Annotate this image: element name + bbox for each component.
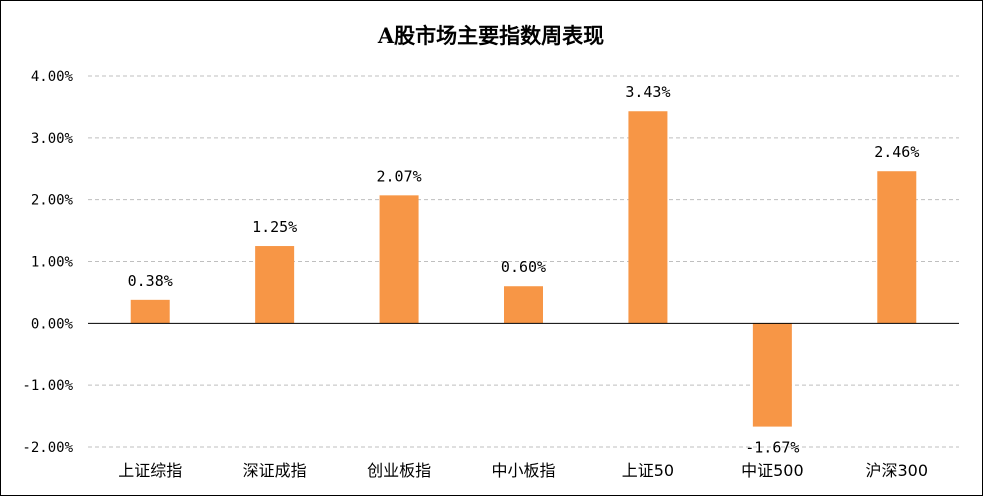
- y-axis-ticks: 4.00% 3.00% 2.00% 1.00% 0.00% -1.00% -2.00%: [22, 69, 73, 456]
- bar: [255, 246, 295, 324]
- x-axis-ticks: 上证综指 深证成指 创业板指 中小板指 上证50 中证500 沪深300: [118, 461, 928, 480]
- data-label: 1.25%: [252, 218, 297, 236]
- y-tick-label: 3.00%: [31, 131, 74, 147]
- bar: [877, 171, 917, 324]
- gridlines: [88, 75, 959, 448]
- data-label: 0.38%: [128, 272, 173, 290]
- x-tick-label: 上证综指: [118, 461, 182, 480]
- data-label: 3.43%: [625, 83, 670, 101]
- bar: [628, 111, 668, 324]
- y-tick-label: -2.00%: [22, 440, 73, 456]
- data-label: 0.60%: [501, 258, 546, 276]
- data-labels: 0.38% 1.25% 2.07% 0.60% 3.43% -1.67% 2.46%: [128, 83, 920, 456]
- data-label: 2.07%: [376, 167, 421, 185]
- y-tick-label: -1.00%: [22, 378, 73, 394]
- x-tick-label: 创业板指: [367, 461, 431, 480]
- bar: [130, 299, 170, 324]
- bars: [130, 111, 917, 427]
- x-tick-label: 沪深300: [866, 461, 929, 480]
- bar: [752, 323, 792, 427]
- y-tick-label: 2.00%: [31, 193, 74, 209]
- x-tick-label: 深证成指: [243, 461, 307, 480]
- x-tick-label: 中证500: [741, 461, 804, 480]
- chart-title: A股市场主要指数周表现: [377, 23, 604, 48]
- y-tick-label: 1.00%: [31, 255, 74, 271]
- data-label: -1.67%: [745, 439, 799, 457]
- y-tick-label: 4.00%: [31, 69, 74, 85]
- bar: [504, 286, 543, 324]
- data-label: 2.46%: [874, 143, 919, 161]
- x-tick-label: 上证50: [622, 461, 674, 480]
- y-tick-label: 0.00%: [31, 316, 74, 332]
- x-tick-label: 中小板指: [491, 461, 555, 480]
- bar: [379, 195, 419, 324]
